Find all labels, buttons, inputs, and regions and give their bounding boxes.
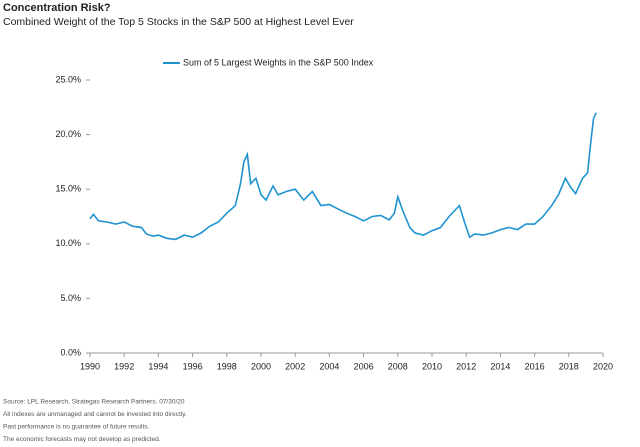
legend-label: Sum of 5 Largest Weights in the S&P 500 … bbox=[183, 57, 374, 67]
y-tick-label: 0.0% bbox=[60, 347, 81, 357]
chart-title: Concentration Risk? bbox=[3, 2, 111, 14]
x-tick-label: 2000 bbox=[251, 361, 271, 371]
y-tick-label: 5.0% bbox=[60, 293, 81, 303]
y-tick-label: 10.0% bbox=[55, 238, 81, 248]
x-tick-label: 2002 bbox=[285, 361, 305, 371]
x-tick-label: 2014 bbox=[490, 361, 510, 371]
x-tick-label: 1998 bbox=[217, 361, 237, 371]
data-line bbox=[89, 112, 597, 241]
footnote: Past performance is no guarantee of futu… bbox=[3, 424, 150, 431]
x-tick-label: 2018 bbox=[559, 361, 579, 371]
x-tick-label: 2012 bbox=[456, 361, 476, 371]
footnote: All indexes are unmanaged and cannot be … bbox=[3, 411, 187, 418]
x-tick-label: 2020 bbox=[593, 361, 613, 371]
x-tick-label: 2006 bbox=[354, 361, 374, 371]
footnote: The economic forecasts may not develop a… bbox=[3, 436, 161, 443]
y-tick-label: 15.0% bbox=[55, 184, 81, 194]
x-tick-label: 2010 bbox=[422, 361, 442, 371]
x-tick-label: 1994 bbox=[148, 361, 168, 371]
x-tick-label: 2008 bbox=[388, 361, 408, 371]
x-tick-label: 1992 bbox=[114, 361, 134, 371]
x-tick-label: 2016 bbox=[525, 361, 545, 371]
y-tick-label: 25.0% bbox=[55, 74, 81, 84]
x-tick-label: 2004 bbox=[319, 361, 339, 371]
y-tick-label: 20.0% bbox=[55, 129, 81, 139]
x-tick-label: 1990 bbox=[80, 361, 100, 371]
chart-subtitle: Combined Weight of the Top 5 Stocks in t… bbox=[3, 16, 354, 28]
footnote: Source: LPL Research, Strategas Research… bbox=[3, 399, 185, 406]
x-tick-label: 1996 bbox=[183, 361, 203, 371]
